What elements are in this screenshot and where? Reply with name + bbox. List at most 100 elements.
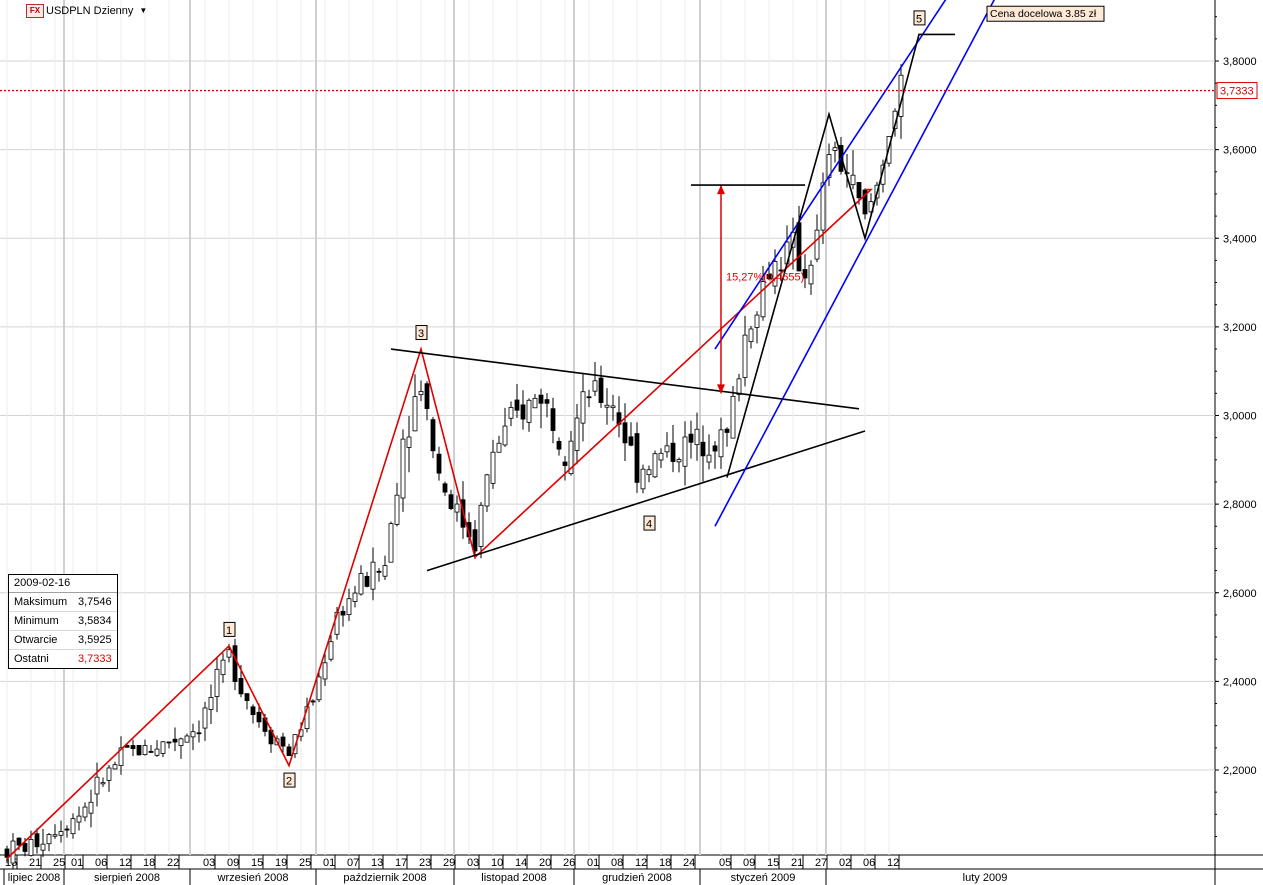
candle-body-up — [850, 174, 856, 186]
candle-body-up — [748, 328, 754, 343]
candle-body-up — [604, 404, 610, 408]
candle-body-up — [706, 454, 712, 463]
wave-label: 3 — [415, 325, 428, 341]
candle-body-up — [142, 745, 148, 756]
candle-body-up — [610, 405, 616, 409]
target-price-label: Cena docelowa 3.85 zł — [986, 5, 1105, 22]
candle — [382, 555, 388, 580]
candle — [502, 407, 508, 447]
info-label: Otwarcie — [14, 634, 58, 646]
candle-body-up — [754, 314, 760, 328]
candle — [76, 806, 82, 831]
day-tick-label: 09 — [743, 857, 755, 869]
candle — [724, 427, 730, 447]
candle — [70, 813, 76, 839]
day-tick-label: 12 — [635, 857, 647, 869]
candle-body-up — [28, 839, 34, 856]
candle — [676, 457, 682, 473]
info-value: 3,7333 — [78, 653, 112, 665]
candle-body-up — [100, 782, 106, 785]
candle — [520, 390, 526, 430]
triangle-upper-line — [390, 348, 860, 410]
candle-body-down — [364, 576, 370, 587]
candle — [190, 723, 196, 751]
day-tick-label: 06 — [863, 857, 875, 869]
candle — [484, 473, 490, 512]
candle-body-up — [208, 696, 214, 710]
candle-body-up — [352, 592, 358, 602]
candle-body-up — [574, 417, 580, 451]
candle-body-up — [106, 767, 112, 781]
candle-body-up — [484, 474, 490, 507]
info-row-open: Otwarcie 3,5925 — [9, 631, 117, 650]
month-label: luty 2009 — [963, 872, 1008, 884]
candle — [130, 739, 136, 757]
candle-body-up — [490, 451, 496, 484]
candle — [406, 416, 412, 473]
candle — [628, 422, 634, 447]
candle-body-down — [796, 222, 802, 272]
candle — [664, 432, 670, 458]
info-label: Ostatni — [14, 653, 49, 665]
fx-logo-icon: FX — [26, 3, 44, 18]
channel-upper-line — [714, 0, 947, 350]
candle-body-down — [430, 419, 436, 452]
candle — [34, 828, 40, 854]
day-tick-label: 18 — [143, 857, 155, 869]
candle — [682, 421, 688, 486]
info-label: Maksimum — [14, 596, 68, 608]
candle — [370, 547, 376, 601]
candle — [100, 777, 106, 787]
chart-header[interactable]: FX USDPLN Dzienny ▼ — [26, 3, 147, 18]
candle-body-up — [94, 776, 100, 795]
candle — [418, 380, 424, 402]
wave-label-text: 1 — [226, 625, 232, 637]
candle-body-down — [436, 453, 442, 474]
day-tick-label: 19 — [275, 857, 287, 869]
candle-body-down — [250, 706, 256, 716]
candle — [880, 159, 886, 193]
wave-label-text: 3 — [418, 328, 424, 340]
candle-body-up — [532, 397, 538, 409]
candle-body-up — [418, 391, 424, 396]
candle — [508, 401, 514, 427]
candle — [352, 585, 358, 608]
candle-body-down — [514, 399, 520, 411]
candle — [328, 631, 334, 662]
candle-body-up — [58, 831, 64, 836]
candle — [166, 741, 172, 749]
candle-body-up — [388, 523, 394, 563]
info-date: 2009-02-16 — [9, 575, 117, 593]
candle-body-up — [178, 738, 184, 746]
candle — [814, 214, 820, 263]
candle — [556, 437, 562, 456]
candle-body-up — [526, 399, 532, 423]
candle — [802, 254, 808, 289]
candle-body-down — [280, 736, 286, 747]
day-tick-label: 17 — [395, 857, 407, 869]
candle — [538, 388, 544, 429]
candle — [544, 393, 550, 418]
candle — [52, 824, 58, 839]
candle-body-down — [64, 828, 70, 831]
candle-body-up — [160, 741, 166, 754]
candle-body-up — [568, 440, 574, 475]
wave-label-box — [283, 772, 296, 788]
day-tick-label: 25 — [53, 857, 65, 869]
triangle-down-icon[interactable]: ▼ — [139, 6, 148, 15]
day-tick-label: 13 — [371, 857, 383, 869]
wave-label: 1 — [223, 621, 236, 637]
candle-body-up — [358, 573, 364, 595]
candle — [244, 693, 250, 710]
price-tick-label: 3,4000 — [1223, 233, 1257, 245]
day-tick-label: 21 — [791, 857, 803, 869]
wave-label-box — [913, 10, 926, 26]
candle-body-up — [580, 391, 586, 424]
candle — [64, 825, 70, 838]
candle — [106, 764, 112, 792]
candle-body-down — [136, 744, 142, 756]
candle-body-down — [148, 751, 154, 753]
candle — [454, 495, 460, 522]
candle-body-down — [376, 570, 382, 573]
